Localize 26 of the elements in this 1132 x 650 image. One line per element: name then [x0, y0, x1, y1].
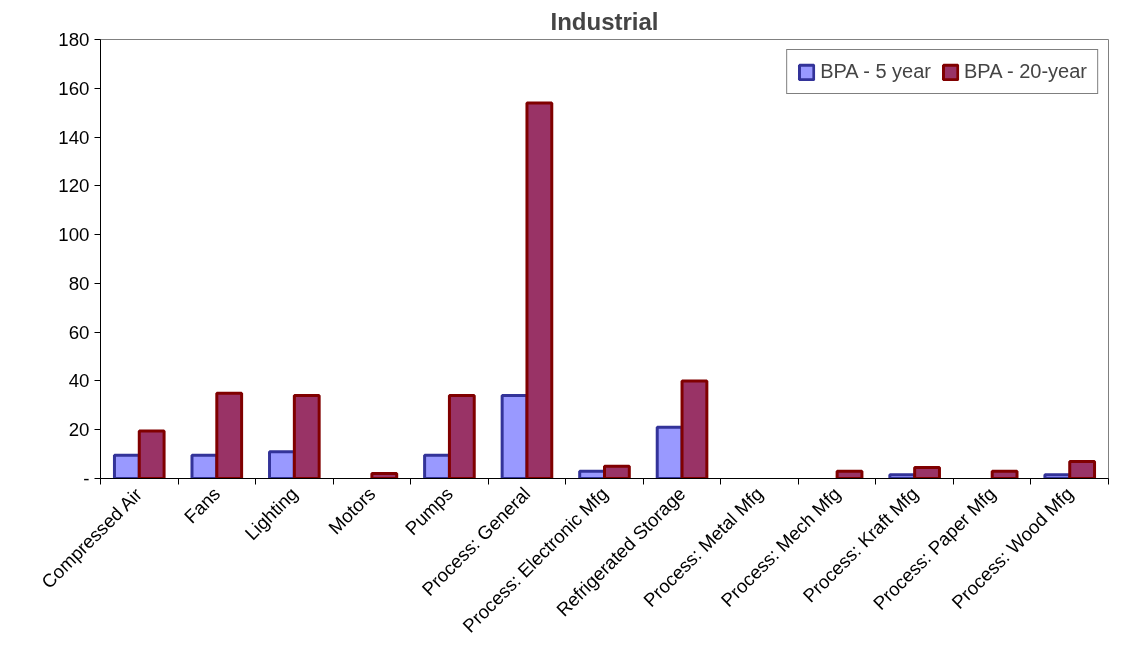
- bar: [447, 394, 476, 479]
- bar: [603, 464, 631, 479]
- bar: [525, 101, 554, 479]
- bar: [370, 472, 399, 479]
- bar: [835, 469, 864, 479]
- bar: [268, 450, 296, 479]
- bar: [990, 469, 1019, 479]
- bar: [913, 466, 941, 479]
- bar: [137, 429, 166, 479]
- y-tick-label: -: [83, 468, 90, 489]
- y-tick-label: 120: [58, 175, 90, 197]
- y-tick-label: 80: [68, 272, 90, 294]
- y-tick-label: 160: [58, 77, 90, 99]
- y-tick-label: 40: [68, 370, 90, 392]
- bar: [292, 394, 321, 479]
- legend-label: BPA - 5 year: [820, 60, 931, 83]
- bar: [680, 379, 709, 479]
- chart-title: Industrial: [550, 7, 659, 35]
- bar: [1068, 459, 1097, 479]
- y-tick-label: 60: [68, 321, 90, 343]
- bar: [215, 391, 244, 479]
- y-tick-label: 140: [58, 126, 90, 148]
- y-tick-label: 180: [58, 29, 90, 50]
- y-tick-label: 100: [58, 224, 90, 246]
- y-tick-label: 20: [68, 419, 90, 441]
- legend-label: BPA - 20-year: [963, 60, 1087, 83]
